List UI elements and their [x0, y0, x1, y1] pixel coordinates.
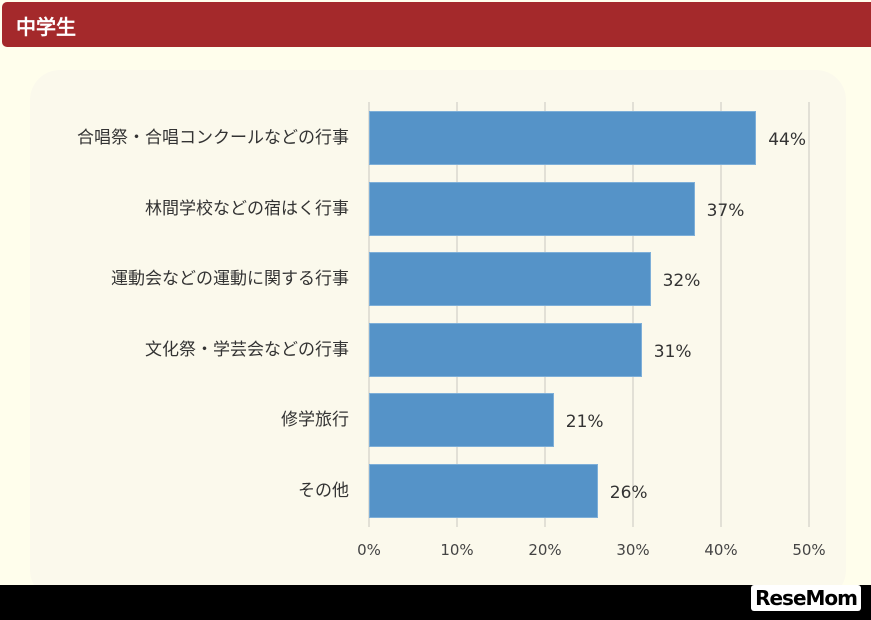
section-header: 中学生 — [2, 2, 871, 47]
grid-line — [368, 102, 370, 527]
x-tick-label: 10% — [440, 541, 474, 559]
grid-line — [808, 102, 810, 527]
bar — [369, 463, 598, 518]
category-label: 合唱祭・合唱コンクールなどの行事 — [77, 128, 349, 148]
x-tick-label: 30% — [616, 541, 650, 559]
x-tick-label: 20% — [528, 541, 562, 559]
value-label: 31% — [653, 341, 692, 362]
bar — [369, 393, 554, 447]
category-label: 林間学校などの宿はく行事 — [145, 198, 349, 219]
bar — [369, 322, 642, 377]
resemom-logo: ReseMom — [751, 585, 861, 611]
value-label: 21% — [565, 412, 604, 432]
grid-line — [456, 102, 458, 527]
bar — [369, 111, 757, 165]
section-title: 中学生 — [16, 15, 76, 39]
category-label: 文化祭・学芸会などの行事 — [145, 339, 349, 360]
x-tick-label: 40% — [704, 541, 738, 559]
grid-line — [632, 102, 634, 527]
bar — [369, 252, 651, 306]
footer-bar: ReseMom — [0, 585, 871, 620]
category-label: 修学旅行 — [281, 410, 349, 430]
grid-line — [720, 102, 722, 527]
value-label: 37% — [706, 200, 745, 221]
category-label: その他 — [298, 480, 349, 501]
value-label: 32% — [662, 271, 701, 291]
x-tick-label: 50% — [792, 541, 826, 559]
value-label: 44% — [768, 130, 806, 150]
value-label: 26% — [609, 482, 648, 503]
bar — [369, 181, 695, 236]
category-label: 運動会などの運動に関する行事 — [111, 269, 349, 289]
x-tick-label: 0% — [357, 541, 381, 559]
grid-line — [544, 102, 546, 527]
